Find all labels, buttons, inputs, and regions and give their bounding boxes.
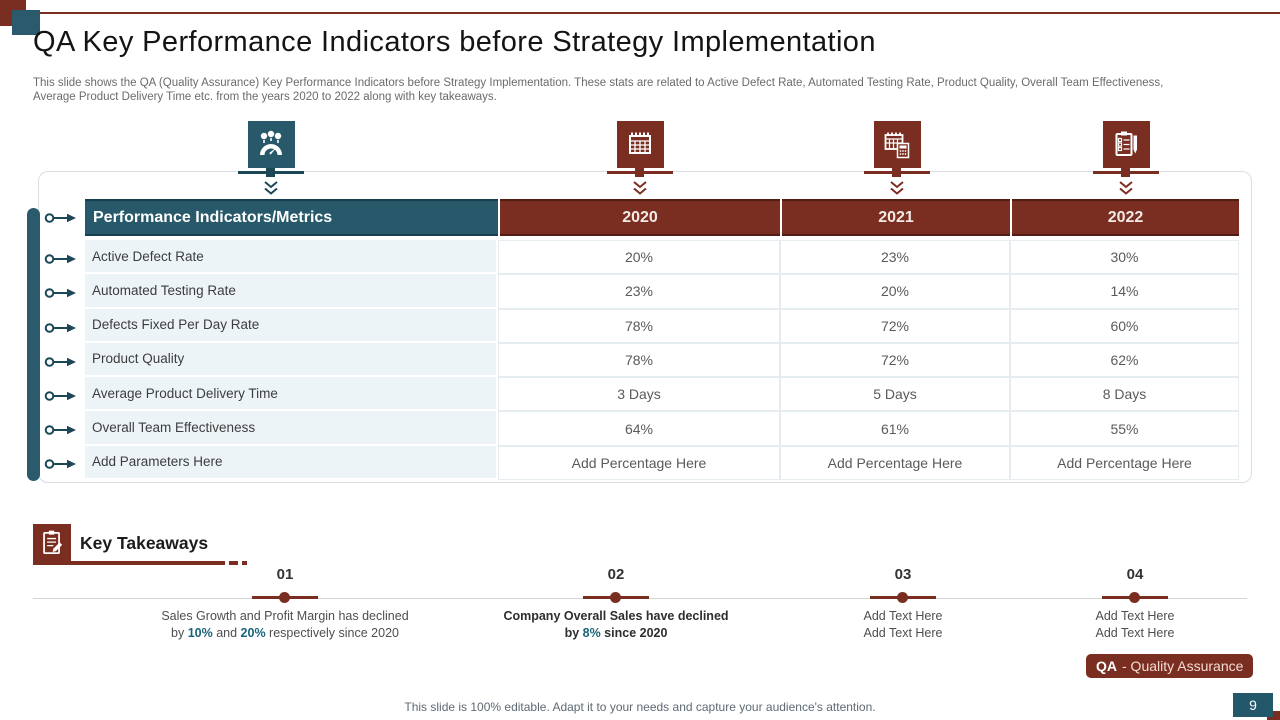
circle-arrow-icon <box>44 389 78 401</box>
takeaway-text: Sales Growth and Profit Margin has decli… <box>161 609 409 640</box>
table-cell: 20% <box>498 240 780 275</box>
takeaway-milestone-04: 04 Add Text Here Add Text Here <box>1060 566 1210 642</box>
year-2022-icon-group <box>1093 121 1159 196</box>
milestone-dot <box>610 592 621 603</box>
calendar-icon <box>616 121 664 168</box>
circle-arrow-icon <box>44 321 78 333</box>
table-cell-placeholder[interactable]: Add Percentage Here <box>1010 445 1239 480</box>
table-header-metrics: Performance Indicators/Metrics <box>85 199 498 236</box>
table-cell: 3 Days <box>498 377 780 412</box>
double-chevron-down-icon <box>264 181 278 195</box>
takeaways-underline-dash <box>242 561 247 565</box>
circle-arrow-icon <box>44 211 78 223</box>
table-row-label: Automated Testing Rate <box>85 274 498 309</box>
table-cell: 62% <box>1010 342 1239 378</box>
milestone-marker <box>583 592 649 603</box>
table-cell: 23% <box>498 274 780 309</box>
takeaways-underline-dash <box>229 561 238 565</box>
milestone-dot <box>1129 592 1140 603</box>
table-header-2020: 2020 <box>500 199 780 236</box>
table-row-label: Active Defect Rate <box>85 240 498 275</box>
table-cell: 5 Days <box>780 377 1010 412</box>
metrics-icon-group <box>238 121 304 196</box>
milestone-number: 04 <box>1126 566 1144 583</box>
table-row-label: Average Product Delivery Time <box>85 377 498 412</box>
table-cell: 23% <box>780 240 1010 275</box>
table-cell: 78% <box>498 342 780 378</box>
badge-abbr: QA <box>1096 658 1117 674</box>
milestone-dot <box>897 592 908 603</box>
table-cell: 72% <box>780 308 1010 343</box>
table-row-label: Product Quality <box>85 342 498 378</box>
table-cell: 60% <box>1010 308 1239 343</box>
qa-abbreviation-badge: QA - Quality Assurance <box>1086 654 1254 678</box>
takeaways-underline <box>33 561 225 565</box>
page-number-accent <box>1267 711 1280 720</box>
table-cell: 30% <box>1010 240 1239 275</box>
double-chevron-down-icon <box>633 181 647 195</box>
table-cell: 8 Days <box>1010 377 1239 412</box>
circle-arrow-icon <box>44 286 78 298</box>
milestone-number: 03 <box>894 566 912 583</box>
table-cell-placeholder[interactable]: Add Percentage Here <box>780 445 1010 480</box>
table-cell: 20% <box>780 274 1010 309</box>
milestone-marker <box>870 592 936 603</box>
calendar-calculator-icon <box>873 121 921 168</box>
table-cell-placeholder[interactable]: Add Percentage Here <box>498 445 780 480</box>
circle-arrow-icon <box>44 355 78 367</box>
gauge-people-icon <box>247 121 295 168</box>
table-cell: 55% <box>1010 411 1239 446</box>
page-number: 9 <box>1233 693 1273 717</box>
table-cell: 61% <box>780 411 1010 446</box>
takeaway-text-placeholder[interactable]: Add Text Here Add Text Here <box>1095 609 1175 640</box>
takeaway-milestone-03: 03 Add Text Here Add Text Here <box>828 566 978 642</box>
connector <box>1093 168 1159 177</box>
clipboard-pencil-icon <box>33 524 71 562</box>
table-row-label: Defects Fixed Per Day Rate <box>85 308 498 343</box>
slide-description-line2: Average Product Delivery Time etc. from … <box>33 91 497 104</box>
table-cell: 64% <box>498 411 780 446</box>
table-cell: 14% <box>1010 274 1239 309</box>
takeaway-milestone-01: 01 Sales Growth and Profit Margin has de… <box>160 566 410 642</box>
year-2020-icon-group <box>607 121 673 196</box>
milestone-marker <box>252 592 318 603</box>
corner-accent-teal <box>12 10 40 35</box>
slide-description-line1: This slide shows the QA (Quality Assuran… <box>33 77 1164 89</box>
milestone-dot <box>279 592 290 603</box>
circle-arrow-icon <box>44 423 78 435</box>
header-divider-line <box>40 12 1280 14</box>
milestone-marker <box>1102 592 1168 603</box>
table-cell: 72% <box>780 342 1010 378</box>
milestone-number: 01 <box>276 566 294 583</box>
connector <box>864 168 930 177</box>
takeaway-milestone-02: 02 Company Overall Sales have declined b… <box>501 566 731 642</box>
page-title: QA Key Performance Indicators before Str… <box>33 26 876 58</box>
table-side-bar <box>27 208 40 481</box>
takeaway-text: Company Overall Sales have declined by 8… <box>503 609 729 640</box>
clipboard-pencil-icon <box>1102 121 1150 168</box>
double-chevron-down-icon <box>1119 181 1133 195</box>
table-header-2021: 2021 <box>782 199 1010 236</box>
table-row-label: Overall Team Effectiveness <box>85 411 498 446</box>
slide-footer-note: This slide is 100% editable. Adapt it to… <box>404 700 876 714</box>
key-takeaways-title: Key Takeaways <box>80 533 209 553</box>
takeaway-text-placeholder[interactable]: Add Text Here Add Text Here <box>863 609 943 640</box>
double-chevron-down-icon <box>890 181 904 195</box>
slide-description: This slide shows the QA (Quality Assuran… <box>33 76 1248 105</box>
connector <box>238 168 304 177</box>
table-header-2022: 2022 <box>1012 199 1239 236</box>
circle-arrow-icon <box>44 252 78 264</box>
table-row-label-placeholder[interactable]: Add Parameters Here <box>85 445 498 480</box>
milestone-number: 02 <box>607 566 625 583</box>
table-cell: 78% <box>498 308 780 343</box>
connector <box>607 168 673 177</box>
year-2021-icon-group <box>864 121 930 196</box>
kpi-table-body: Active Defect Rate 20% 23% 30% Automated… <box>85 240 1239 480</box>
badge-text: - Quality Assurance <box>1122 658 1244 674</box>
circle-arrow-icon <box>44 457 78 469</box>
